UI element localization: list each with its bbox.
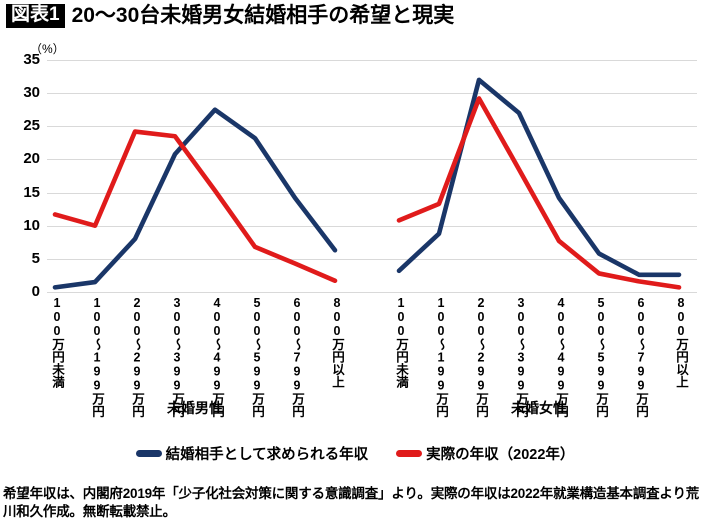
figure-number-badge: 図表1 (6, 4, 65, 28)
y-axis-tick-label: 5 (31, 249, 40, 267)
title-bar: 図表1 20〜30台未婚男女結婚相手の希望と現実 (6, 4, 454, 28)
legend-label-actual-income: 実際の年収（2022年） (426, 447, 575, 463)
y-axis-tick-label: 25 (23, 117, 40, 135)
legend-item-expected-income: 結婚相手として求められる年収 (135, 443, 369, 464)
gridline (47, 258, 697, 260)
y-axis-tick-label: 15 (23, 183, 40, 201)
y-axis: 0 5 10 15 20 25 30 35 (0, 51, 40, 300)
legend-label-expected-income: 結婚相手として求められる年収 (165, 447, 369, 463)
x-axis-tick-label: 600〜799万円 (290, 296, 304, 418)
gridline (47, 93, 697, 95)
y-axis-unit-label: （%） (30, 42, 65, 56)
series-line-actual-female (396, 96, 682, 290)
x-axis-tick-label: 200〜299万円 (474, 296, 488, 418)
gridline (47, 60, 697, 61)
y-axis-tick-label: 35 (23, 51, 40, 68)
x-axis-tick-label: 800万円以上 (674, 296, 688, 388)
series-line-actual-male (52, 129, 338, 284)
x-axis-tick-label: 600〜799万円 (634, 296, 648, 418)
line-swatch-navy-icon (135, 450, 162, 457)
x-axis-tick-label: 500〜599万円 (594, 296, 608, 418)
y-axis-tick-label: 10 (23, 216, 40, 234)
legend-item-actual-income: 実際の年収（2022年） (396, 443, 574, 464)
y-axis-tick-label: 30 (23, 84, 40, 102)
x-axis-tick-label: 100万円未満 (394, 296, 408, 388)
line-swatch-red-icon (396, 450, 423, 457)
chart-lines (52, 77, 682, 290)
x-axis-tick-label: 100万円未満 (50, 296, 64, 388)
panel-label-male: 未婚男性 (167, 400, 223, 416)
gridline (47, 159, 697, 161)
chart-legend: 結婚相手として求められる年収 実際の年収（2022年） (0, 443, 710, 464)
panel-label-female: 未婚女性 (511, 400, 567, 416)
x-axis-tick-label: 300〜399万円 (170, 296, 184, 418)
x-axis-tick-label: 800万円以上 (330, 296, 344, 388)
x-axis-tick-label: 300〜399万円 (514, 296, 528, 418)
y-axis-tick-label: 20 (23, 150, 40, 168)
page-title: 20〜30台未婚男女結婚相手の希望と現実 (71, 4, 455, 28)
gridline (47, 225, 697, 227)
gridline (47, 126, 697, 128)
gridline (47, 292, 697, 293)
x-axis-tick-label: 500〜599万円 (250, 296, 264, 418)
x-axis-tick-label: 400〜499万円 (210, 296, 224, 418)
gridline (47, 192, 697, 194)
x-axis-tick-label: 200〜299万円 (130, 296, 144, 418)
source-footnote: 希望年収は、内閣府2019年「少子化社会対策に関する意識調査」より。実際の年収は… (3, 486, 700, 520)
x-axis-tick-label: 100〜199万円 (434, 296, 448, 418)
x-axis-tick-label: 100〜199万円 (90, 296, 104, 418)
plot-area (47, 60, 697, 293)
series-line-expected-female (396, 77, 682, 278)
series-line-expected-male (52, 107, 338, 290)
y-axis-tick-label: 0 (31, 283, 40, 300)
x-axis-tick-label: 400〜499万円 (554, 296, 568, 418)
